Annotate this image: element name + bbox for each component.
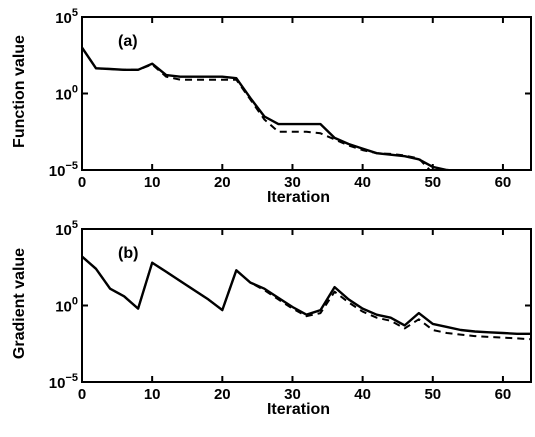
series-line-solid bbox=[82, 46, 459, 170]
x-axis-label: Iteration bbox=[267, 189, 330, 206]
series-line-dashed bbox=[82, 47, 432, 170]
y-tick-label: 100 bbox=[55, 296, 78, 316]
plot-frame bbox=[81, 228, 532, 383]
x-tick-label: 0 bbox=[78, 174, 86, 191]
y-axis-label: Function value bbox=[11, 35, 28, 148]
x-tick-label: 40 bbox=[354, 174, 371, 191]
x-tick-label: 60 bbox=[495, 386, 512, 403]
y-tick-label: 105 bbox=[55, 219, 78, 239]
y-tick-label: 10−5 bbox=[49, 372, 78, 392]
x-tick-label: 60 bbox=[495, 174, 512, 191]
panel-b: 0 10 20 30 40 50 60 105 100 10−5 (b) Iteration Gradi… bbox=[11, 219, 532, 418]
panel-a: 0 10 20 30 40 50 60 105 100 10−5 (a) Iteration Funct… bbox=[11, 7, 532, 206]
x-tick-label: 10 bbox=[144, 386, 161, 403]
y-tick-label: 10−5 bbox=[49, 160, 78, 180]
y-tick-label: 100 bbox=[55, 84, 78, 104]
panel-label: (b) bbox=[118, 245, 138, 262]
x-tick-label: 40 bbox=[354, 386, 371, 403]
x-tick-label: 50 bbox=[424, 386, 441, 403]
series-line-solid bbox=[82, 255, 531, 335]
x-tick-label: 20 bbox=[214, 174, 231, 191]
x-tick-label: 10 bbox=[144, 174, 161, 191]
plot-frame bbox=[81, 16, 532, 171]
x-tick-label: 30 bbox=[284, 174, 301, 191]
x-axis-label: Iteration bbox=[267, 401, 330, 418]
panel-label: (a) bbox=[118, 33, 138, 50]
series-line-dashed bbox=[82, 255, 531, 341]
y-tick-label: 105 bbox=[55, 7, 78, 27]
x-tick-label: 50 bbox=[424, 174, 441, 191]
x-tick-label: 30 bbox=[284, 386, 301, 403]
x-tick-label: 0 bbox=[78, 386, 86, 403]
x-tick-label: 20 bbox=[214, 386, 231, 403]
y-axis-label: Gradient value bbox=[11, 248, 28, 359]
